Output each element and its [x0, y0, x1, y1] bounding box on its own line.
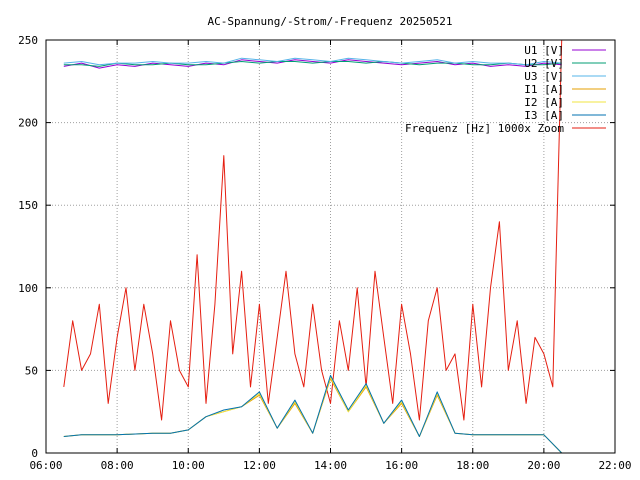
axis-ticks: 06:00 08:00 10:00 12:00 14:00 16:00 18:00 20:00… — [18, 34, 631, 472]
x-tick-label: 10:00 — [172, 459, 205, 472]
x-tick-label: 06:00 — [29, 459, 62, 472]
legend-label: U3 [V] — [524, 70, 564, 83]
x-tick-label: 14:00 — [314, 459, 347, 472]
y-tick-label: 200 — [18, 117, 38, 130]
series-line — [63, 59, 562, 69]
y-tick-label: 150 — [18, 199, 38, 212]
series-line — [63, 61, 562, 67]
legend-label: I1 [A] — [524, 83, 564, 96]
y-tick-label: 0 — [31, 447, 38, 460]
y-tick-label: 250 — [18, 34, 38, 47]
y-tick-label: 100 — [18, 282, 38, 295]
x-tick-label: 08:00 — [101, 459, 134, 472]
x-tick-label: 12:00 — [243, 459, 276, 472]
series-line — [63, 57, 562, 66]
x-tick-label: 20:00 — [527, 459, 560, 472]
x-tick-label: 18:00 — [456, 459, 489, 472]
legend-label: U1 [V] — [524, 44, 564, 57]
legend-label: Frequenz [Hz] 1000x Zoom — [405, 122, 564, 135]
legend: U1 [V]U2 [V]U3 [V]I1 [A]I2 [A]I3 [A]Freq… — [405, 44, 606, 135]
y-tick-label: 50 — [25, 364, 38, 377]
series-line — [63, 39, 563, 421]
x-tick-label: 16:00 — [385, 459, 418, 472]
series-line — [63, 374, 563, 454]
grid-lines — [46, 40, 615, 453]
legend-label: U2 [V] — [524, 57, 564, 70]
series-layer — [63, 39, 563, 454]
x-tick-label: 22:00 — [598, 459, 631, 472]
chart-title: AC-Spannung/-Strom/-Frequenz 20250521 — [207, 15, 452, 28]
legend-label: I3 [A] — [524, 109, 564, 122]
legend-label: I2 [A] — [524, 96, 564, 109]
